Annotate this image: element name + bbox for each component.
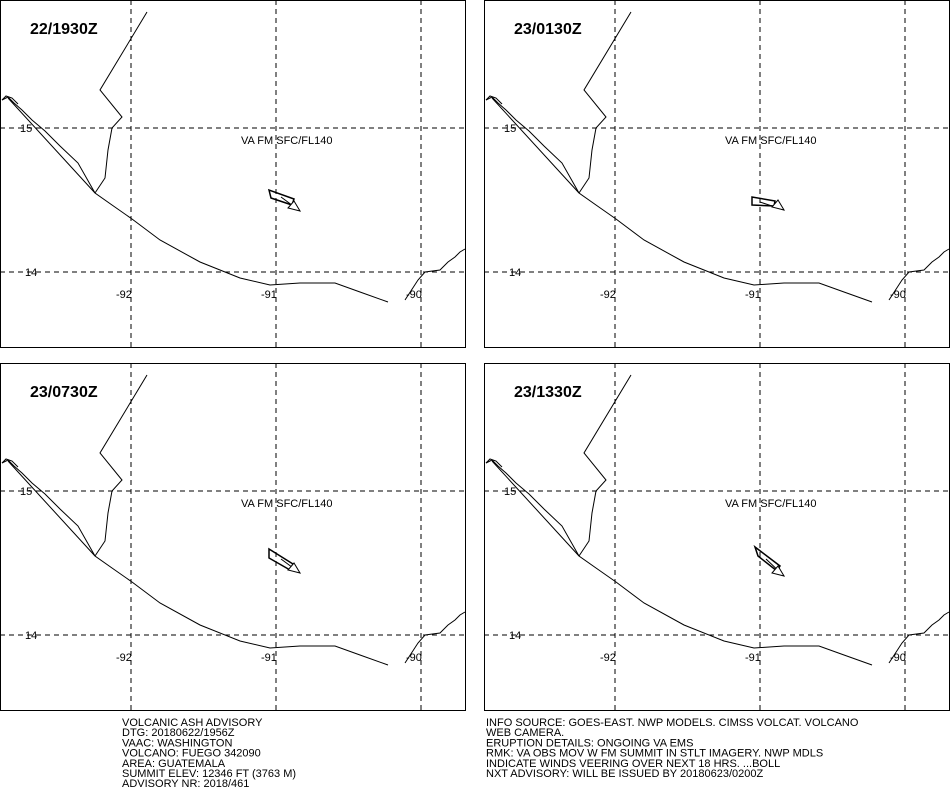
coastline	[404, 611, 466, 664]
map-panel: 22/1930Z VA FM SFC/FL140 15 14 -92 -91 -90	[0, 0, 466, 348]
map-panel: 23/1330Z VA FM SFC/FL140 15 14 -92 -91 -90	[484, 363, 950, 711]
border	[94, 11, 148, 194]
advisory-line: WEB CAMERA.	[486, 727, 564, 739]
lon-label: -92	[600, 652, 616, 664]
lat-label: 14	[25, 630, 37, 642]
lat-label: 15	[20, 486, 32, 498]
advisory-line: VAAC: WASHINGTON	[122, 737, 232, 749]
coastline	[1, 96, 389, 303]
ash-label: VA FM SFC/FL140	[725, 498, 817, 510]
ash-label: VA FM SFC/FL140	[725, 135, 817, 147]
lat-label: 14	[509, 630, 521, 642]
coastline	[485, 96, 873, 303]
valid-time: 23/0730Z	[30, 384, 98, 401]
lon-label: -90	[406, 652, 422, 664]
lon-label: -92	[116, 652, 132, 664]
advisory-line: SUMMIT ELEV: 12346 FT (3763 M)	[122, 768, 296, 780]
lat-label: 14	[25, 267, 37, 279]
ash-arrowhead	[771, 199, 786, 211]
valid-time: 22/1930Z	[30, 21, 98, 38]
ash-arrowhead	[287, 562, 302, 574]
lon-label: -90	[890, 652, 906, 664]
ash-label: VA FM SFC/FL140	[241, 498, 333, 510]
advisory-line: VOLCANIC ASH ADVISORY	[122, 717, 263, 729]
coastline	[888, 611, 950, 664]
lat-label: 15	[20, 123, 32, 135]
lon-label: -92	[600, 289, 616, 301]
lat-label: 14	[509, 267, 521, 279]
coastline	[888, 248, 950, 301]
coastline	[1, 458, 96, 557]
lon-label: -91	[261, 289, 277, 301]
advisory-line: NXT ADVISORY: WILL BE ISSUED BY 20180623…	[486, 768, 763, 780]
advisory-line: ERUPTION DETAILS: ONGOING VA EMS	[486, 737, 693, 749]
advisory-line: VOLCANO: FUEGO 342090	[122, 748, 261, 760]
panel-frame	[0, 0, 466, 348]
advisory-line: RMK: VA OBS MOV W FM SUMMIT IN STLT IMAG…	[486, 748, 823, 760]
border	[578, 11, 632, 194]
coastline	[1, 95, 96, 194]
map-panel: 23/0730Z VA FM SFC/FL140 15 14 -92 -91 -90	[0, 363, 466, 711]
lon-label: -91	[745, 289, 761, 301]
lon-label: -91	[745, 652, 761, 664]
panel-frame	[484, 363, 950, 711]
valid-time: 23/1330Z	[514, 384, 582, 401]
border	[94, 374, 148, 557]
lon-label: -91	[261, 652, 277, 664]
ash-area	[751, 196, 776, 207]
ash-arrowhead	[771, 565, 786, 577]
advisory-line: INFO SOURCE: GOES-EAST. NWP MODELS. CIMS…	[486, 717, 859, 729]
border	[578, 374, 632, 557]
coastline	[404, 248, 466, 301]
panel-frame	[0, 363, 466, 711]
coastline	[485, 95, 580, 194]
valid-time: 23/0130Z	[514, 21, 582, 38]
lon-label: -90	[890, 289, 906, 301]
lat-label: 15	[504, 486, 516, 498]
advisory-line: AREA: GUATEMALA	[122, 758, 226, 770]
advisory-line: INDICATE WINDS VEERING OVER NEXT 18 HRS.…	[486, 758, 780, 770]
coastline	[485, 459, 873, 666]
map-panel: 23/0130Z VA FM SFC/FL140 15 14 -92 -91 -90	[484, 0, 950, 348]
lon-label: -92	[116, 289, 132, 301]
advisory-line: DTG: 20180622/1956Z	[122, 727, 235, 739]
panel-frame	[484, 0, 950, 348]
advisory-line: ADVISORY NR: 2018/461	[122, 778, 249, 790]
lon-label: -90	[406, 289, 422, 301]
coastline	[1, 459, 389, 666]
ash-label: VA FM SFC/FL140	[241, 135, 333, 147]
coastline	[485, 458, 580, 557]
lat-label: 15	[504, 123, 516, 135]
ash-arrowhead	[287, 200, 302, 212]
